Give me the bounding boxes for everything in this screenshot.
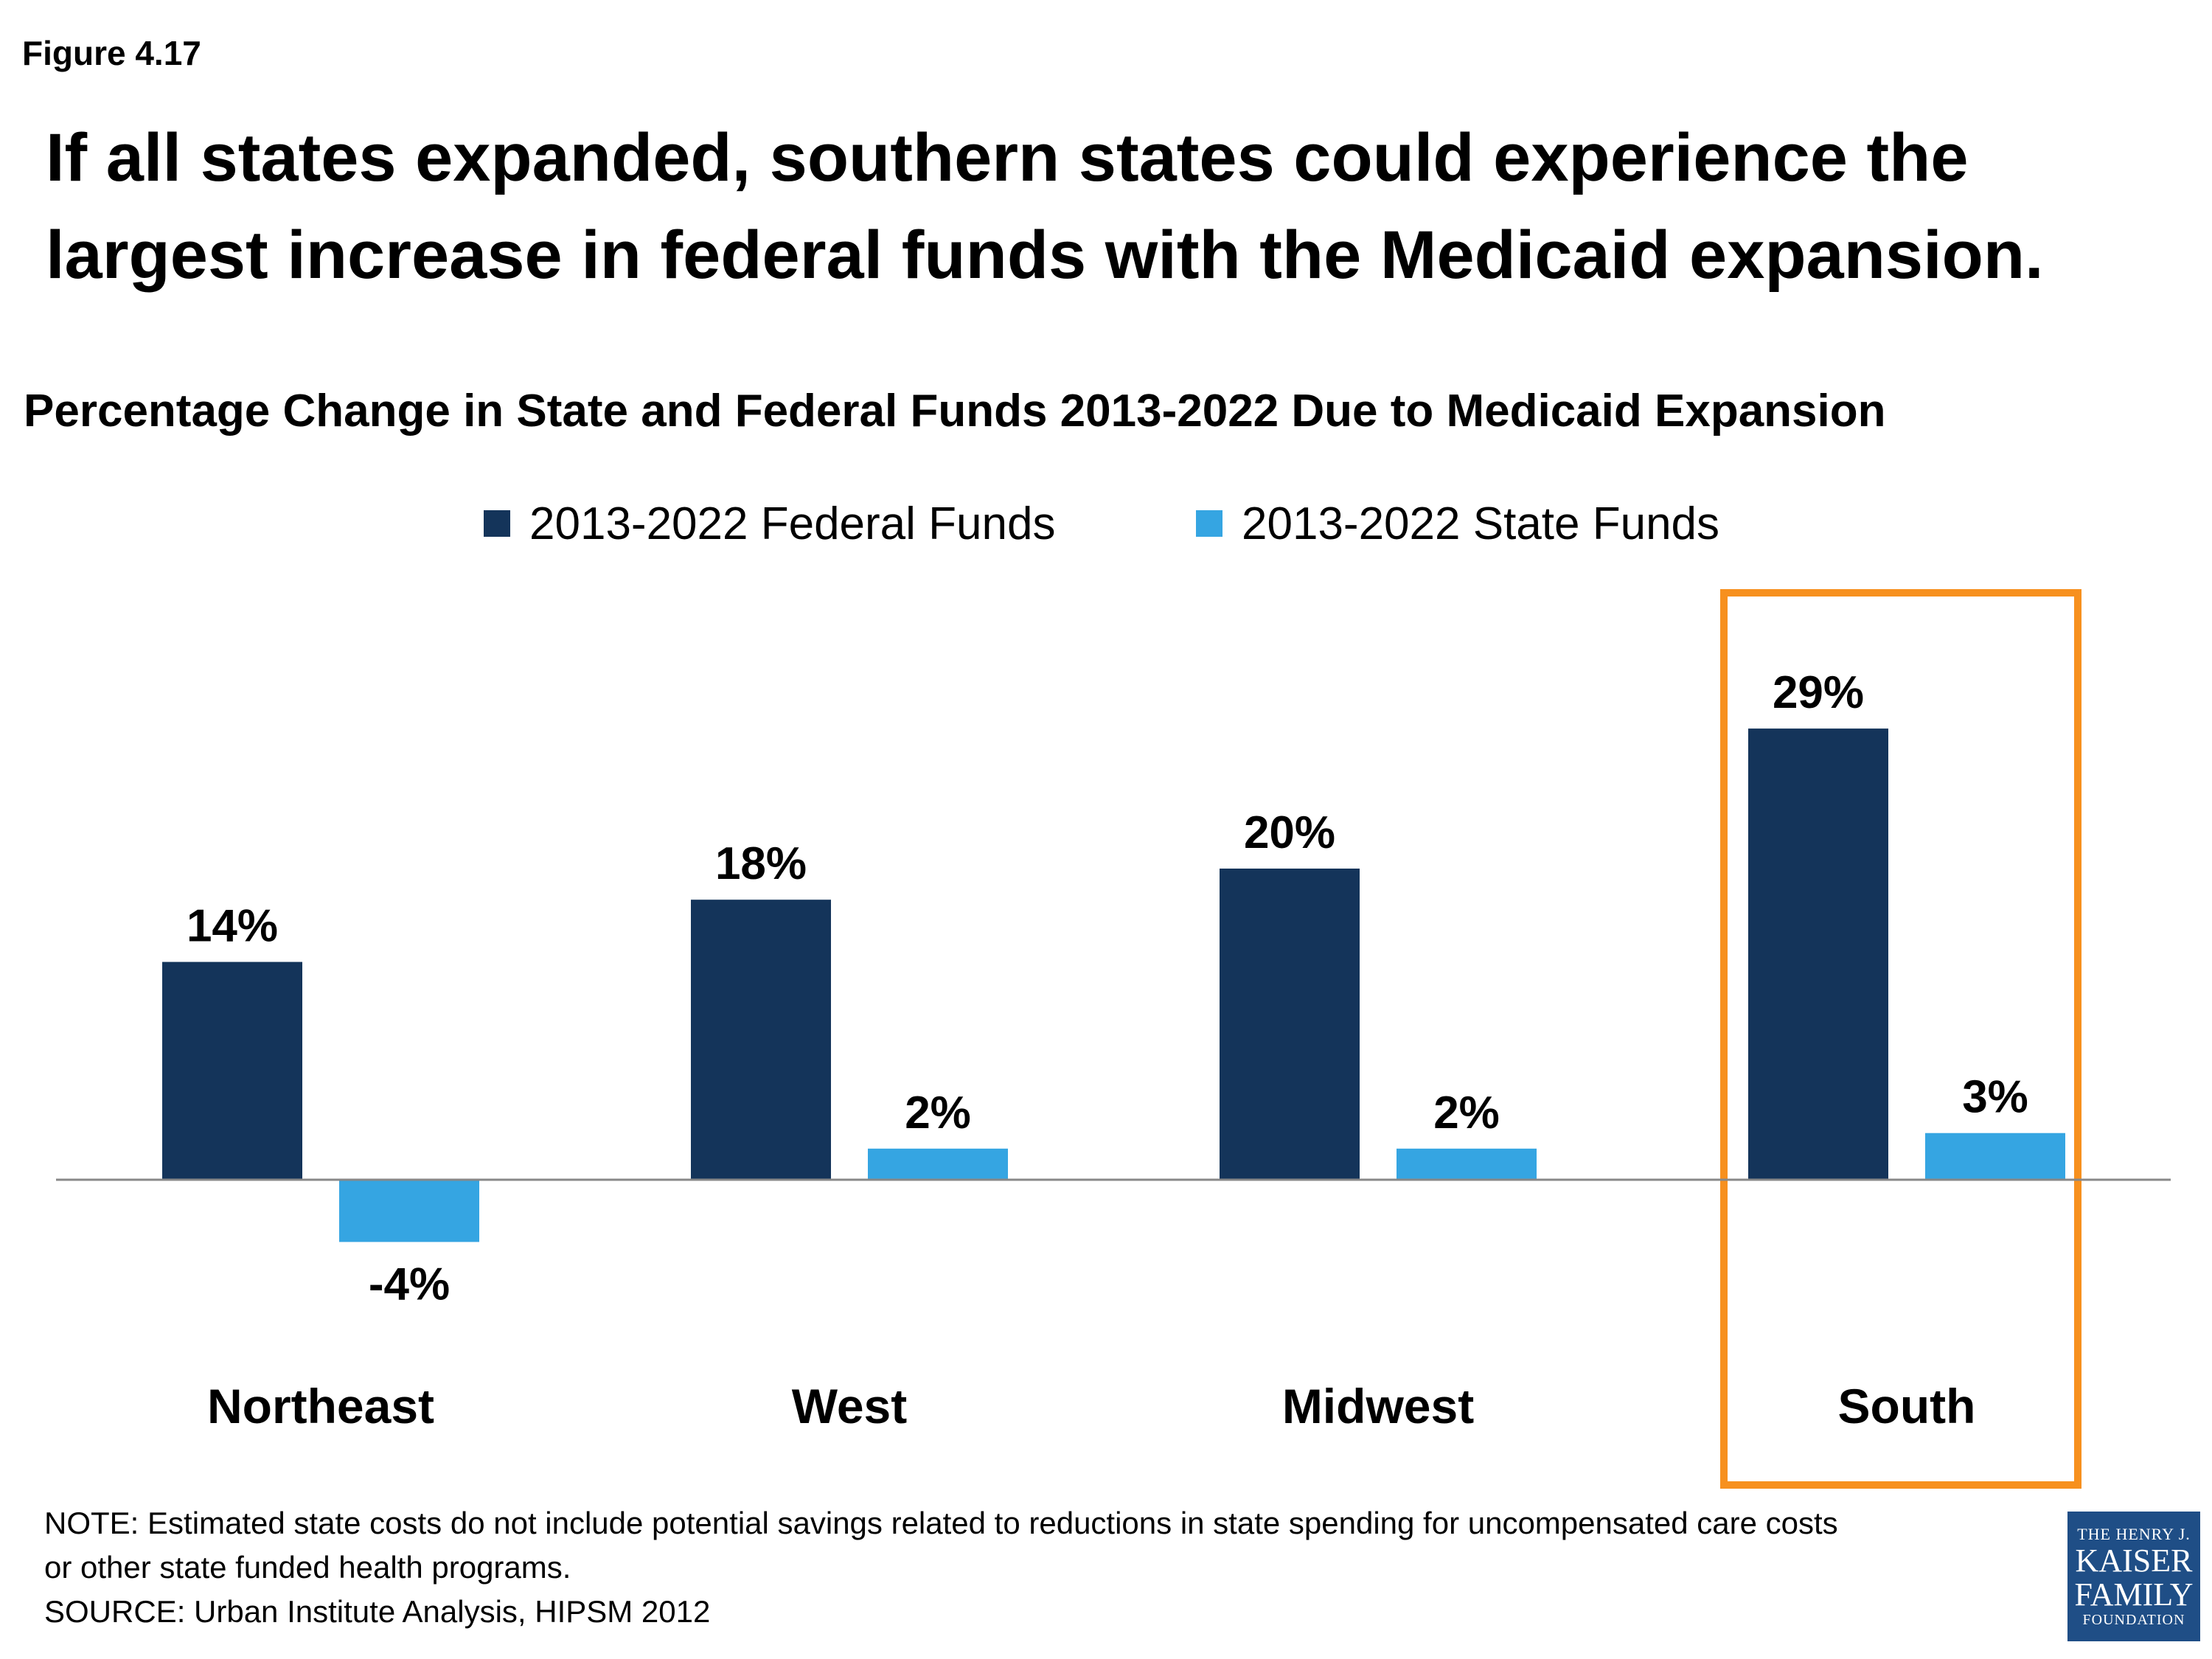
data-label-south-federal: 29%: [1773, 667, 1864, 718]
bar-midwest-federal: [1220, 869, 1360, 1180]
bar-midwest-state: [1397, 1148, 1537, 1180]
bar-south-federal: [1748, 728, 1888, 1180]
bar-northeast-federal: [162, 961, 302, 1180]
figure-label: Figure 4.17: [22, 34, 201, 72]
data-label-northeast-state: -4%: [369, 1259, 450, 1310]
note-line-2: or other state funded health programs.: [44, 1550, 571, 1585]
note-line-1: NOTE: Estimated state costs do not inclu…: [44, 1506, 1838, 1540]
logo-line-2: KAISER: [2075, 1542, 2193, 1579]
category-label-midwest: Midwest: [1282, 1379, 1474, 1433]
bar-west-federal: [691, 900, 831, 1180]
data-label-northeast-federal: 14%: [187, 901, 278, 952]
logo-line-3: FAMILY: [2074, 1576, 2194, 1613]
category-label-west: West: [792, 1379, 908, 1433]
data-label-midwest-federal: 20%: [1244, 807, 1335, 858]
data-label-midwest-state: 2%: [1433, 1088, 1500, 1138]
bar-west-state: [868, 1148, 1008, 1180]
logo-line-1: THE HENRY J.: [2077, 1524, 2191, 1543]
legend-label-state: 2013-2022 State Funds: [1242, 498, 1720, 549]
legend-swatch-state: [1196, 510, 1222, 537]
legend-label-federal: 2013-2022 Federal Funds: [529, 498, 1056, 549]
legend-item-federal: 2013-2022 Federal Funds: [484, 494, 1055, 553]
logo-line-4: FOUNDATION: [2082, 1611, 2185, 1628]
chart-legend: 2013-2022 Federal Funds 2013-2022 State …: [0, 494, 2212, 553]
category-label-northeast: Northeast: [207, 1379, 434, 1433]
data-label-west-federal: 18%: [715, 838, 807, 889]
data-label-south-state: 3%: [1962, 1072, 2028, 1123]
data-label-west-state: 2%: [905, 1088, 971, 1138]
source-line: SOURCE: Urban Institute Analysis, HIPSM …: [44, 1594, 711, 1629]
headline: If all states expanded, southern states …: [46, 120, 2044, 293]
chart-title: Percentage Change in State and Federal F…: [24, 386, 1886, 437]
bar-northeast-state: [339, 1180, 479, 1242]
bar-south-state: [1925, 1133, 2065, 1180]
kaiser-family-foundation-logo: THE HENRY J. KAISER FAMILY FOUNDATION: [2067, 1512, 2200, 1641]
highlight-box-south: [1720, 589, 2081, 1489]
legend-item-state: 2013-2022 State Funds: [1196, 494, 1719, 553]
category-label-south: South: [1838, 1379, 1976, 1433]
chart-note: NOTE: Estimated state costs do not inclu…: [44, 1501, 2035, 1634]
legend-swatch-federal: [484, 510, 510, 537]
